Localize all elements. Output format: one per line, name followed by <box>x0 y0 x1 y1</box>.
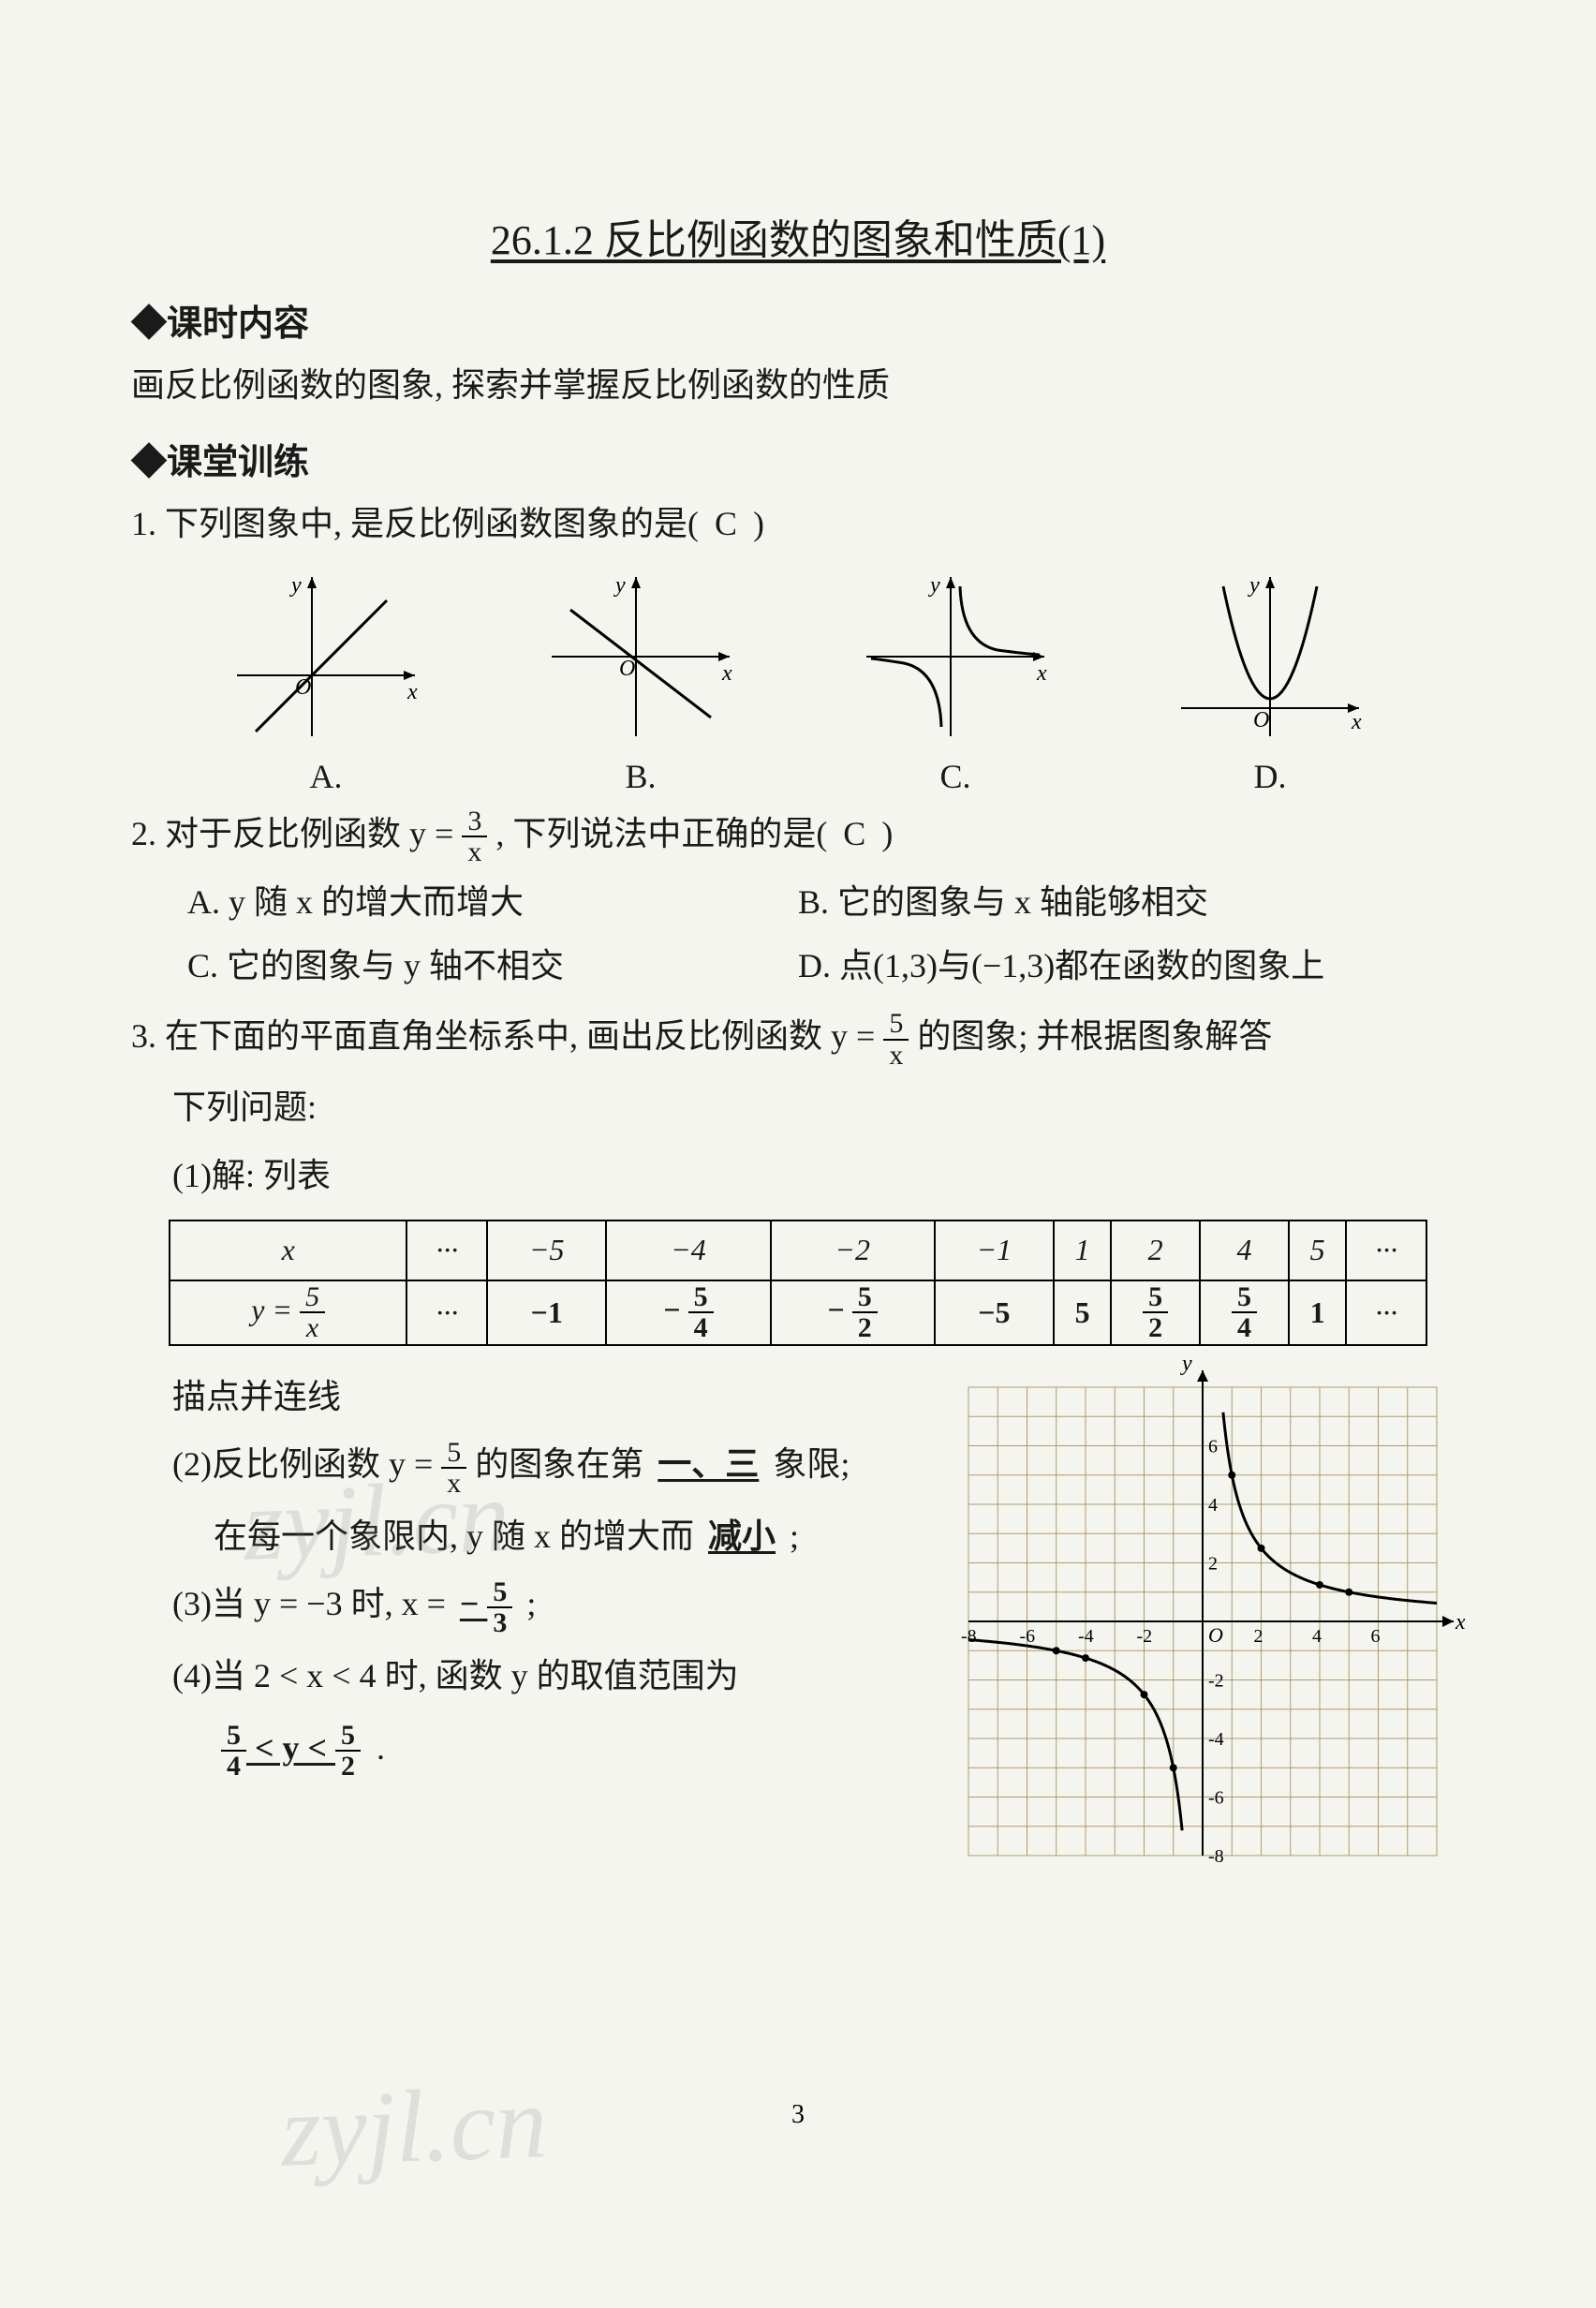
q2-stem-mid: , 下列说法中正确的是( <box>487 815 835 852</box>
q2-fraction: 3x <box>462 806 487 867</box>
q1-answer: C <box>707 494 745 555</box>
svg-text:-4: -4 <box>1208 1729 1224 1750</box>
q3-desc-line: 描点并连线 <box>131 1367 918 1428</box>
q1-graph-c: x y C. <box>857 568 1054 796</box>
table-cell: 1 <box>1054 1221 1111 1280</box>
svg-text:y: y <box>928 573 940 598</box>
q3-sub3: (3)当 y = −3 时, x = − 53 ; <box>131 1574 918 1637</box>
svg-text:-8: -8 <box>961 1626 977 1647</box>
svg-text:x: x <box>1351 710 1362 734</box>
question-2-stem: 2. 对于反比例函数 y = 3x , 下列说法中正确的是( C ) <box>131 804 1465 867</box>
svg-text:4: 4 <box>1312 1626 1322 1647</box>
q1-label-d: D. <box>1172 757 1368 796</box>
table-cell: ··· <box>406 1280 487 1345</box>
table-cell: − 54 <box>606 1280 770 1345</box>
table-cell: −1 <box>487 1280 606 1345</box>
table-row-y: y = 5x ··· −1 − 54 − 52 −5 5 52 54 1 ··· <box>170 1280 1426 1345</box>
svg-text:-4: -4 <box>1078 1626 1094 1647</box>
svg-text:-6: -6 <box>1020 1626 1036 1647</box>
question-3-stem: 3. 在下面的平面直角坐标系中, 画出反比例函数 y = 5x 的图象; 并根据… <box>131 1006 1465 1070</box>
q3-sub2-line2: 在每一个象限内, y 随 x 的增大而 减小 ; <box>131 1506 918 1567</box>
svg-text:y: y <box>613 573 626 598</box>
table-cell: x <box>170 1221 406 1280</box>
q3-sub2-answer2: 减小 <box>702 1517 781 1555</box>
table-cell: y = 5x <box>170 1280 406 1345</box>
table-cell: 5 <box>1054 1280 1111 1345</box>
section-lesson-content: ◆课时内容 <box>131 294 1465 346</box>
svg-text:y: y <box>1180 1359 1192 1376</box>
q2-options-row2: C. 它的图象与 y 轴不相交 D. 点(1,3)与(−1,3)都在函数的图象上 <box>131 939 1465 987</box>
q3-stem-pre: 3. 在下面的平面直角坐标系中, 画出反比例函数 y = <box>131 1017 883 1055</box>
table-cell: −1 <box>935 1221 1054 1280</box>
q3-table: x ··· −5 −4 −2 −1 1 2 4 5 ··· y = 5x ···… <box>169 1220 1427 1346</box>
q3-sub4: (4)当 2 < x < 4 时, 函数 y 的取值范围为 <box>131 1646 918 1707</box>
y-axis-label: y <box>289 573 302 598</box>
q1-label-c: C. <box>857 757 1054 796</box>
q3-fraction: 5x <box>883 1009 909 1070</box>
svg-text:x: x <box>721 661 732 686</box>
q1-stem-post: ) <box>745 505 764 542</box>
table-cell: −5 <box>935 1280 1054 1345</box>
svg-text:-6: -6 <box>1208 1787 1224 1808</box>
q2-stem-pre: 2. 对于反比例函数 y = <box>131 815 462 852</box>
q2-answer: C <box>835 804 873 865</box>
q2-stem-post: ) <box>873 815 893 852</box>
section-classroom-training: ◆课堂训练 <box>131 433 1465 484</box>
question-1-stem: 1. 下列图象中, 是反比例函数图象的是( C ) <box>131 494 1465 555</box>
q3-sub2: (2)反比例函数 y = 5x 的图象在第 一、三 象限; <box>131 1434 918 1498</box>
svg-text:6: 6 <box>1208 1436 1218 1457</box>
origin-label: O <box>295 675 311 700</box>
q1-graph-d: O x y D. <box>1172 568 1368 796</box>
svg-text:y: y <box>1248 573 1260 598</box>
svg-text:4: 4 <box>1208 1495 1218 1516</box>
table-cell: − 52 <box>771 1280 935 1345</box>
q3-sub2-answer1: 一、三 <box>652 1445 764 1483</box>
table-cell: 2 <box>1111 1221 1200 1280</box>
table-cell: 52 <box>1111 1280 1200 1345</box>
lesson-content-text: 画反比例函数的图象, 探索并掌握反比例函数的性质 <box>131 355 1465 416</box>
q2-opt-c: C. 它的图象与 y 轴不相交 <box>187 939 798 987</box>
svg-text:2: 2 <box>1208 1553 1218 1574</box>
page-number: 3 <box>0 2100 1596 2130</box>
q3-sub1: (1)解: 列表 <box>131 1146 1465 1206</box>
table-cell: 5 <box>1289 1221 1346 1280</box>
q2-opt-a: A. y 随 x 的增大而增大 <box>187 875 798 924</box>
svg-text:-2: -2 <box>1208 1670 1224 1691</box>
table-cell: 1 <box>1289 1280 1346 1345</box>
svg-text:O: O <box>1208 1623 1223 1647</box>
svg-text:O: O <box>619 657 635 681</box>
svg-text:6: 6 <box>1371 1626 1381 1647</box>
table-cell: −2 <box>771 1221 935 1280</box>
table-cell: ··· <box>1346 1221 1426 1280</box>
q3-stem-post: 的图象; 并根据图象解答 <box>909 1017 1272 1055</box>
table-cell: ··· <box>1346 1280 1426 1345</box>
table-cell: −4 <box>606 1221 770 1280</box>
x-axis-label: x <box>406 680 418 704</box>
q1-stem-pre: 1. 下列图象中, 是反比例函数图象的是( <box>131 505 707 542</box>
q3-line2: 下列问题: <box>131 1077 1465 1138</box>
page-title: 26.1.2 反比例函数的图象和性质(1) <box>131 206 1465 266</box>
q1-label-a: A. <box>228 757 424 796</box>
svg-text:x: x <box>1036 661 1047 686</box>
q3-coordinate-graph: -8 -8 -6 -6 -4 -4 -2 -2 2 2 4 4 6 6 Ox y <box>940 1359 1465 1888</box>
q2-options-row1: A. y 随 x 的增大而增大 B. 它的图象与 x 轴能够相交 <box>131 875 1465 924</box>
q1-graph-row: O x y A. O x y B. <box>131 568 1465 796</box>
table-cell: 54 <box>1200 1280 1289 1345</box>
svg-text:-8: -8 <box>1208 1846 1224 1867</box>
svg-text:2: 2 <box>1254 1626 1264 1647</box>
q3-sub4-answer: 54 < y < 52 . <box>131 1714 918 1785</box>
svg-text:-2: -2 <box>1137 1626 1153 1647</box>
q1-label-b: B. <box>542 757 739 796</box>
q2-opt-d: D. 点(1,3)与(−1,3)都在函数的图象上 <box>798 939 1409 987</box>
table-cell: 4 <box>1200 1221 1289 1280</box>
svg-text:O: O <box>1253 708 1269 732</box>
q1-graph-a: O x y A. <box>228 568 424 796</box>
table-cell: −5 <box>487 1221 606 1280</box>
table-row-x: x ··· −5 −4 −2 −1 1 2 4 5 ··· <box>170 1221 1426 1280</box>
q1-graph-b: O x y B. <box>542 568 739 796</box>
svg-text:x: x <box>1455 1610 1465 1635</box>
q2-opt-b: B. 它的图象与 x 轴能够相交 <box>798 875 1409 924</box>
table-cell: ··· <box>406 1221 487 1280</box>
